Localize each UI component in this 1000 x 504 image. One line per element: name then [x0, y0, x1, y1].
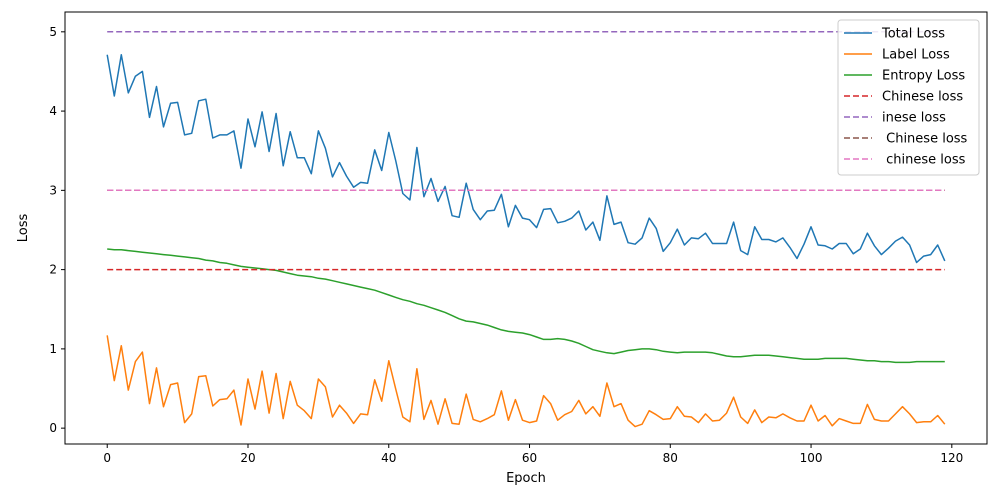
- x-tick-label: 80: [663, 451, 678, 465]
- x-ticks: 0 20 40 60 80 100 120: [103, 444, 963, 465]
- legend-box: [837, 19, 980, 176]
- plot-frame: [64, 11, 988, 445]
- legend-label-6: chinese loss: [882, 153, 966, 168]
- plot-area: [65, 12, 987, 444]
- y-tick-label: 5: [49, 25, 57, 39]
- x-tick-label: 60: [522, 451, 537, 465]
- x-tick-label: 40: [381, 451, 396, 465]
- legend-label-5: Chinese loss: [882, 132, 968, 147]
- legend-label-1: Label Loss: [882, 48, 950, 63]
- series-line-1-label-loss: [106, 335, 946, 428]
- y-tick-label: 2: [49, 263, 57, 277]
- series-layer: [106, 31, 946, 428]
- x-axis-label: Epoch: [506, 471, 546, 486]
- y-axis-label: Loss: [16, 214, 31, 243]
- legend-label-0: Total Loss: [881, 27, 945, 42]
- x-tick-label: 100: [800, 451, 823, 465]
- x-tick-label: 120: [940, 451, 963, 465]
- series-line-2-entropy-loss: [107, 248, 945, 364]
- y-tick-label: 0: [49, 421, 57, 435]
- y-ticks: 0 1 2 3 4 5: [49, 25, 65, 435]
- legend: Total Loss Label Loss Entropy Loss Chinese …: [837, 19, 980, 176]
- series-line-0-total-loss: [106, 54, 946, 264]
- y-tick-label: 3: [49, 183, 57, 197]
- x-tick-label: 0: [103, 451, 111, 465]
- legend-label-2: Entropy Loss: [882, 69, 965, 84]
- legend-label-4: inese loss: [882, 111, 946, 126]
- y-tick-label: 1: [49, 342, 57, 356]
- legend-label-3: Chinese loss: [882, 90, 963, 105]
- y-tick-label: 4: [49, 104, 57, 118]
- x-tick-label: 20: [240, 451, 255, 465]
